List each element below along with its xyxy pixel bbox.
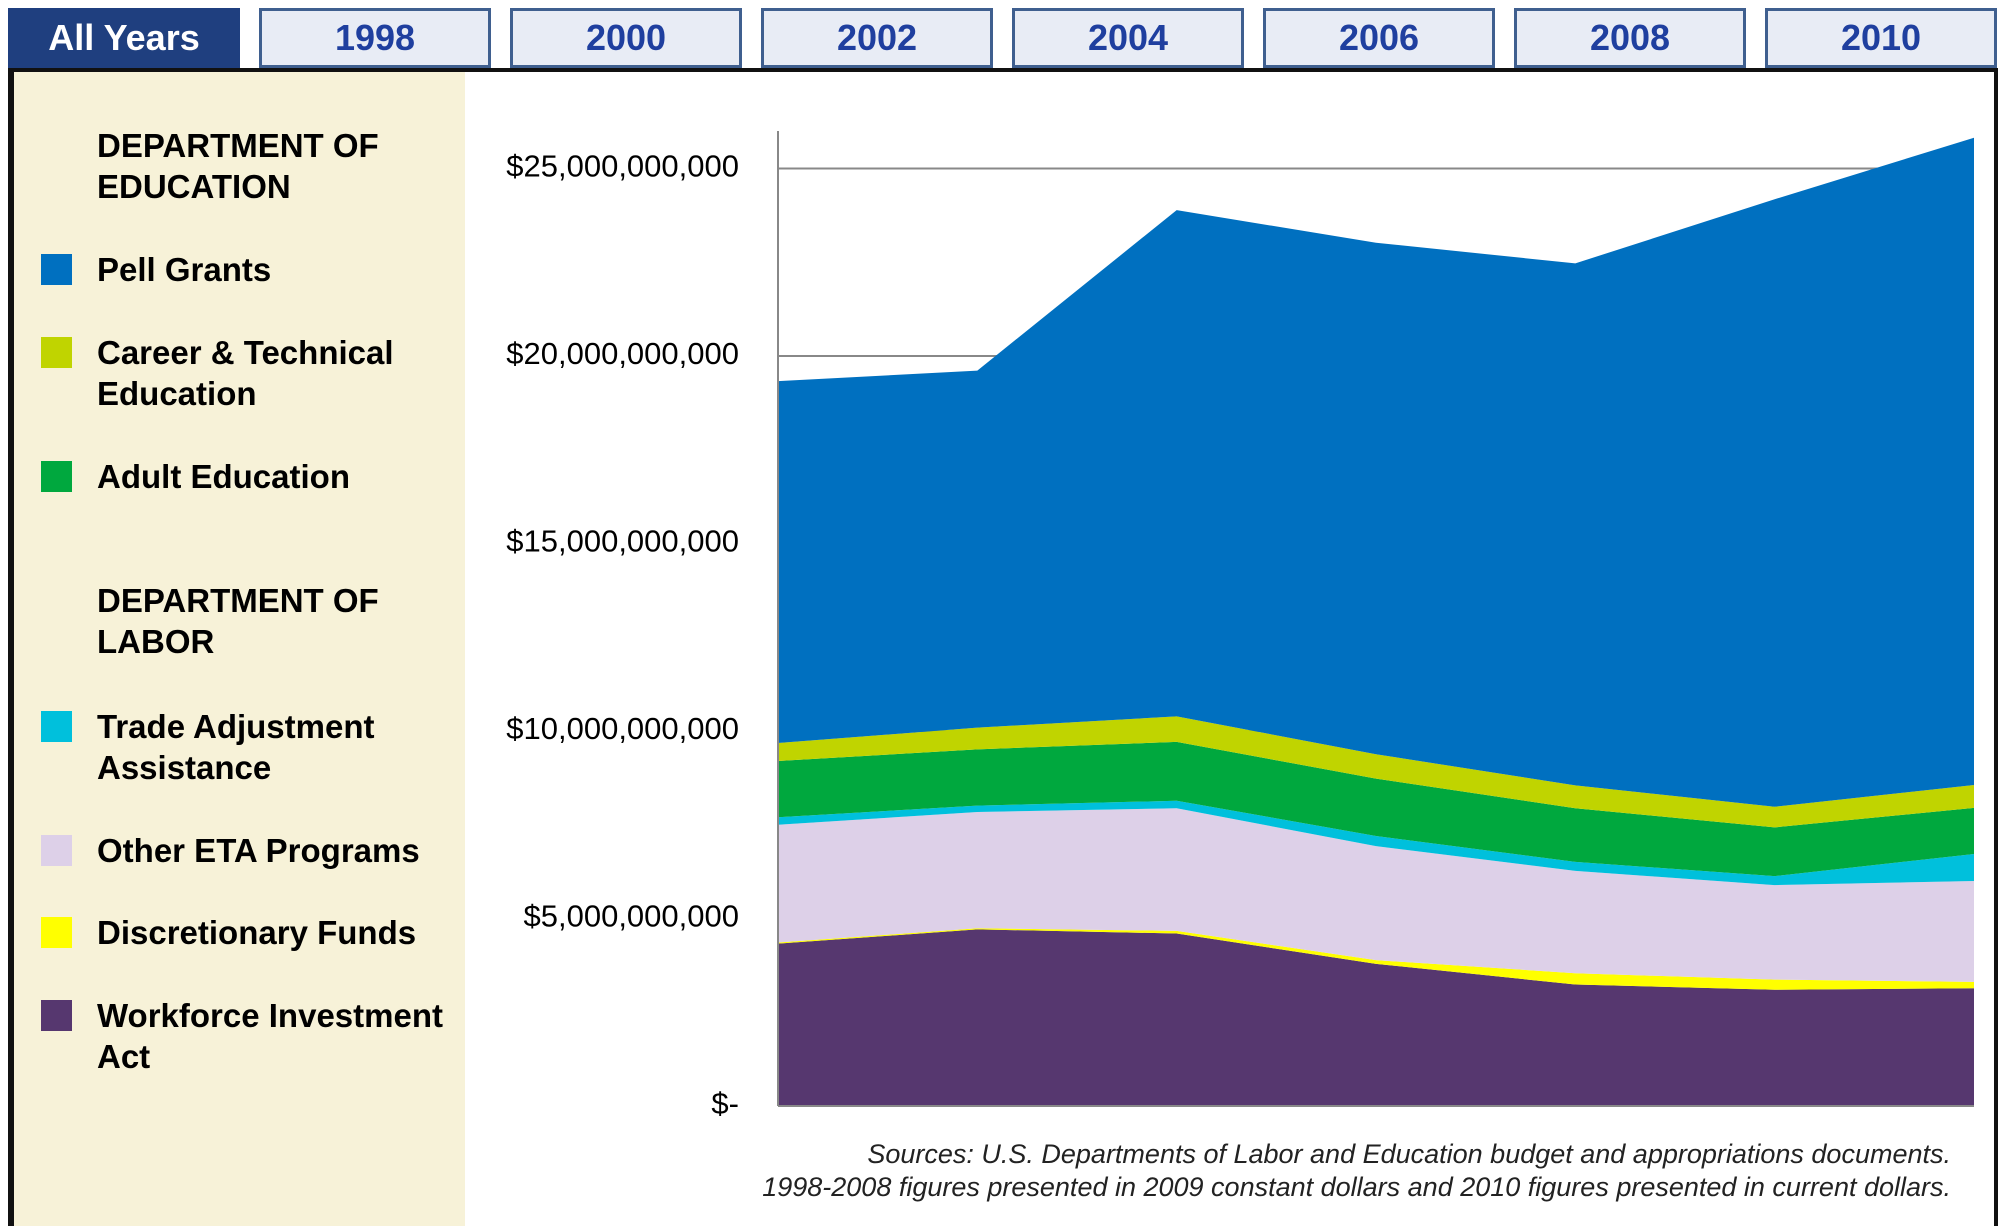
tab[interactable]: 2010 <box>1765 8 1997 68</box>
area <box>778 808 1974 982</box>
legend-label: Career & Technical Education <box>97 334 394 412</box>
tab[interactable]: 2004 <box>1012 8 1244 68</box>
tab[interactable]: 2008 <box>1514 8 1746 68</box>
legend-swatch <box>41 711 72 742</box>
legend-swatch <box>41 254 72 285</box>
legend-label: Workforce Investment Act <box>97 997 443 1075</box>
y-tick-label: $25,000,000,000 <box>506 149 739 184</box>
tab[interactable]: 1998 <box>259 8 491 68</box>
area <box>778 137 1974 807</box>
legend-heading: DEPARTMENT OF LABOR <box>97 582 379 660</box>
tab[interactable]: 2006 <box>1263 8 1495 68</box>
y-tick-label: $- <box>711 1086 739 1121</box>
legend-swatch <box>41 835 72 866</box>
area <box>778 716 1974 828</box>
y-tick-label: $5,000,000,000 <box>524 899 740 934</box>
legend-heading: DEPARTMENT OF EDUCATION <box>97 127 379 205</box>
legend-label: Other ETA Programs <box>97 832 420 869</box>
legend: DEPARTMENT OF EDUCATION DEPARTMENT OF LAB… <box>14 72 465 1226</box>
y-tick-label: $15,000,000,000 <box>506 524 739 559</box>
legend-label: Pell Grants <box>97 251 272 288</box>
y-tick-label: $20,000,000,000 <box>506 336 739 371</box>
legend-swatch <box>41 1000 72 1031</box>
tab[interactable]: 2000 <box>510 8 742 68</box>
legend-swatch <box>41 461 72 492</box>
tab[interactable]: All Years <box>8 8 240 68</box>
legend-swatch <box>41 337 72 368</box>
source-note: 1998-2008 figures presented in 2009 cons… <box>762 1172 1951 1202</box>
area <box>778 741 1974 877</box>
y-tick-label: $10,000,000,000 <box>506 711 739 746</box>
area <box>778 928 1974 990</box>
legend-label: Trade Adjustment Assistance <box>97 708 375 786</box>
source-note: Sources: U.S. Departments of Labor and E… <box>867 1139 1951 1169</box>
area <box>778 929 1974 1106</box>
legend-swatch <box>41 917 72 948</box>
area <box>778 800 1974 886</box>
legend-label: Adult Education <box>97 458 350 495</box>
frame <box>8 68 1998 1226</box>
legend-label: Discretionary Funds <box>97 914 417 951</box>
tab[interactable]: 2002 <box>761 8 993 68</box>
